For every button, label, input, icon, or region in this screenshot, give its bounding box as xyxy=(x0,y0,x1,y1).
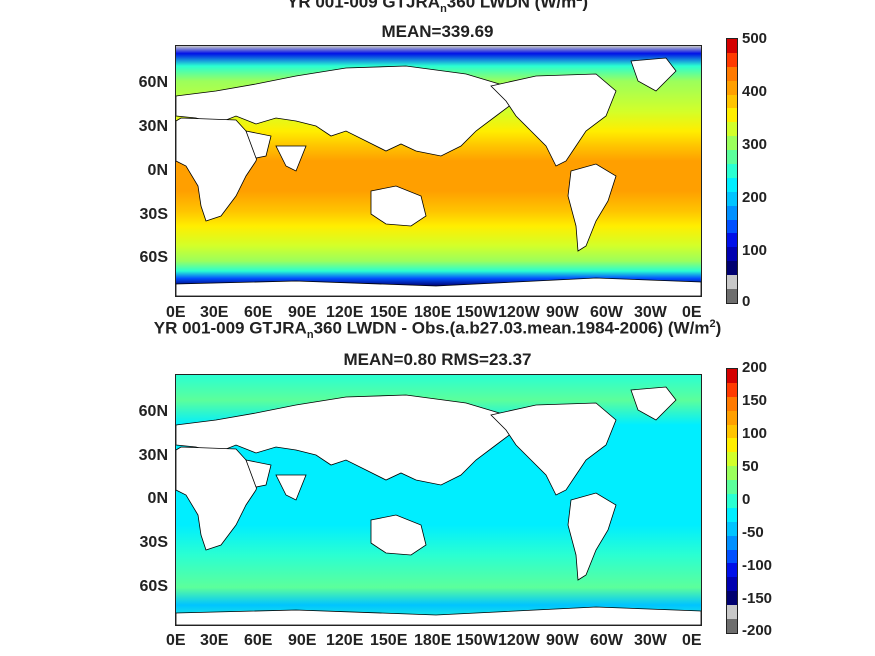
colorbar-segment xyxy=(727,619,737,633)
lon-label: 0E xyxy=(682,632,702,649)
colorbar-label: 500 xyxy=(742,30,768,47)
lon-label: 90E xyxy=(288,304,317,321)
panel2-subtitle: MEAN=0.80 RMS=23.37 xyxy=(343,350,532,369)
colorbar-segment xyxy=(727,452,737,467)
lon-label: 90W xyxy=(546,304,579,321)
colorbar-segment xyxy=(727,136,737,151)
lat-label: 30S xyxy=(139,534,168,551)
colorbar-segment xyxy=(727,66,737,81)
colorbar-label: 0 xyxy=(742,491,751,508)
panel1-subtitle: MEAN=339.69 xyxy=(381,22,494,41)
lon-label: 120W xyxy=(498,632,540,649)
lat-label: 60S xyxy=(139,578,168,595)
colorbar-segment xyxy=(727,205,737,220)
lon-label: 120E xyxy=(326,632,364,649)
lon-label: 150W xyxy=(456,632,498,649)
colorbar-segment xyxy=(727,80,737,95)
colorbar-segment xyxy=(727,549,737,564)
panel2-map xyxy=(175,374,702,626)
lon-label: 60E xyxy=(244,304,273,321)
colorbar-segment xyxy=(727,369,737,383)
colorbar-segment xyxy=(727,191,737,206)
lon-label: 90W xyxy=(546,632,579,649)
lat-label: 30N xyxy=(138,118,168,135)
panel2-title: YR 001-009 GTJRAn360 LWDN - Obs.(a.b27.0… xyxy=(153,318,722,342)
colorbar-segment xyxy=(727,535,737,550)
colorbar-segment xyxy=(727,247,737,262)
panel1-colorbar xyxy=(726,38,738,304)
colorbar-label: 200 xyxy=(742,189,768,206)
colorbar-segment xyxy=(727,466,737,481)
lon-label: 30W xyxy=(634,304,667,321)
lon-label: 180E xyxy=(414,632,452,649)
colorbar-segment xyxy=(727,289,737,303)
colorbar-segment xyxy=(727,94,737,109)
lat-label: 0N xyxy=(147,490,168,507)
lon-label: 60W xyxy=(590,304,623,321)
colorbar-segment xyxy=(727,261,737,276)
colorbar-label: -200 xyxy=(742,622,773,639)
colorbar-label: 0 xyxy=(742,293,751,310)
lon-label: 180E xyxy=(414,304,452,321)
colorbar-label: 100 xyxy=(742,242,768,259)
lon-label: 0E xyxy=(682,304,702,321)
colorbar-segment xyxy=(727,605,737,620)
lon-label: 60W xyxy=(590,632,623,649)
colorbar-label: -150 xyxy=(742,590,773,607)
colorbar-segment xyxy=(727,591,737,606)
colorbar-label: 400 xyxy=(742,83,768,100)
lat-label: 60S xyxy=(139,249,168,266)
lon-label: 60E xyxy=(244,632,273,649)
colorbar-label: -100 xyxy=(742,557,773,574)
colorbar-segment xyxy=(727,438,737,453)
colorbar-segment xyxy=(727,480,737,495)
lat-label: 30N xyxy=(138,447,168,464)
colorbar-label: -50 xyxy=(742,524,764,541)
colorbar-segment xyxy=(727,233,737,248)
colorbar-label: 300 xyxy=(742,136,768,153)
lat-label: 60N xyxy=(138,403,168,420)
colorbar-segment xyxy=(727,122,737,137)
colorbar-label: 100 xyxy=(742,425,768,442)
colorbar-segment xyxy=(727,577,737,592)
lon-label: 120E xyxy=(326,304,364,321)
lon-label: 0E xyxy=(166,632,186,649)
panel1-title: YR 001-009 GTJRAn360 LWDN (W/m2) xyxy=(286,0,588,16)
panel1-map xyxy=(175,45,702,297)
lat-label: 30S xyxy=(139,206,168,223)
lon-label: 30E xyxy=(200,304,229,321)
colorbar-label: 200 xyxy=(742,359,768,376)
colorbar-segment xyxy=(727,410,737,425)
colorbar-segment xyxy=(727,219,737,234)
colorbar-label: 150 xyxy=(742,392,768,409)
colorbar-segment xyxy=(727,507,737,522)
panel2-colorbar xyxy=(726,368,738,634)
colorbar-segment xyxy=(727,494,737,508)
lat-label: 0N xyxy=(147,162,168,179)
colorbar-segment xyxy=(727,108,737,123)
colorbar-segment xyxy=(727,150,737,165)
colorbar-segment xyxy=(727,563,737,578)
colorbar-segment xyxy=(727,52,737,67)
colorbar-segment xyxy=(727,521,737,536)
panel1-continents xyxy=(176,57,701,296)
lon-label: 150W xyxy=(456,304,498,321)
panel2-continents xyxy=(176,386,701,625)
lat-label: 60N xyxy=(138,74,168,91)
lon-label: 150E xyxy=(370,304,408,321)
lon-label: 0E xyxy=(166,304,186,321)
lon-label: 120W xyxy=(498,304,540,321)
colorbar-segment xyxy=(727,177,737,192)
colorbar-segment xyxy=(727,164,737,178)
colorbar-segment xyxy=(727,382,737,397)
lon-label: 90E xyxy=(288,632,317,649)
colorbar-label: 50 xyxy=(742,458,759,475)
colorbar-segment xyxy=(727,39,737,53)
lon-label: 30W xyxy=(634,632,667,649)
colorbar-segment xyxy=(727,396,737,411)
lon-label: 30E xyxy=(200,632,229,649)
lon-label: 150E xyxy=(370,632,408,649)
colorbar-segment xyxy=(727,424,737,439)
colorbar-segment xyxy=(727,275,737,290)
